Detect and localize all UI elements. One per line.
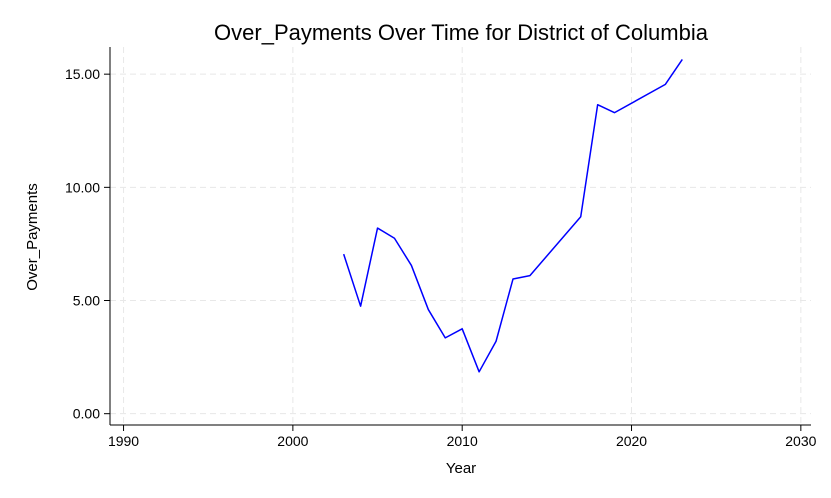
y-axis-label: Over_Payments	[24, 183, 41, 291]
x-tick-label-2020: 2020	[616, 433, 647, 449]
x-tick-label-2030: 2030	[785, 433, 816, 449]
x-tick-label-1990: 1990	[108, 433, 139, 449]
axes: 1990 2000 2010 2020 2030 0.00 5.00 10.00 15.00	[65, 47, 817, 449]
x-tick-label-2010: 2010	[447, 433, 478, 449]
series-layer	[342, 59, 683, 373]
x-tick-label-2000: 2000	[277, 433, 308, 449]
chart-title: Over_Payments Over Time for District of …	[214, 20, 709, 45]
y-tick-label-10.00: 10.00	[65, 179, 100, 195]
series-line-0	[342, 59, 683, 373]
y-tick-label-15.00: 15.00	[65, 66, 100, 82]
y-tick-label-0.00: 0.00	[73, 406, 100, 422]
grid	[110, 47, 811, 425]
x-axis-label: Year	[446, 460, 476, 477]
y-tick-label-5.00: 5.00	[73, 293, 100, 309]
